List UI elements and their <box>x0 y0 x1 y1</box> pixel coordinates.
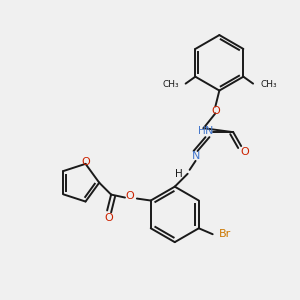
Text: H: H <box>175 169 183 179</box>
Text: N: N <box>191 151 200 161</box>
Text: CH₃: CH₃ <box>162 80 179 89</box>
Text: CH₃: CH₃ <box>260 80 277 89</box>
Text: O: O <box>105 213 113 224</box>
Text: H: H <box>198 126 206 136</box>
Text: O: O <box>81 157 90 167</box>
Text: O: O <box>126 190 134 201</box>
Text: Br: Br <box>218 229 231 239</box>
Text: O: O <box>211 106 220 116</box>
Text: N: N <box>205 126 214 136</box>
Text: O: O <box>241 147 250 157</box>
